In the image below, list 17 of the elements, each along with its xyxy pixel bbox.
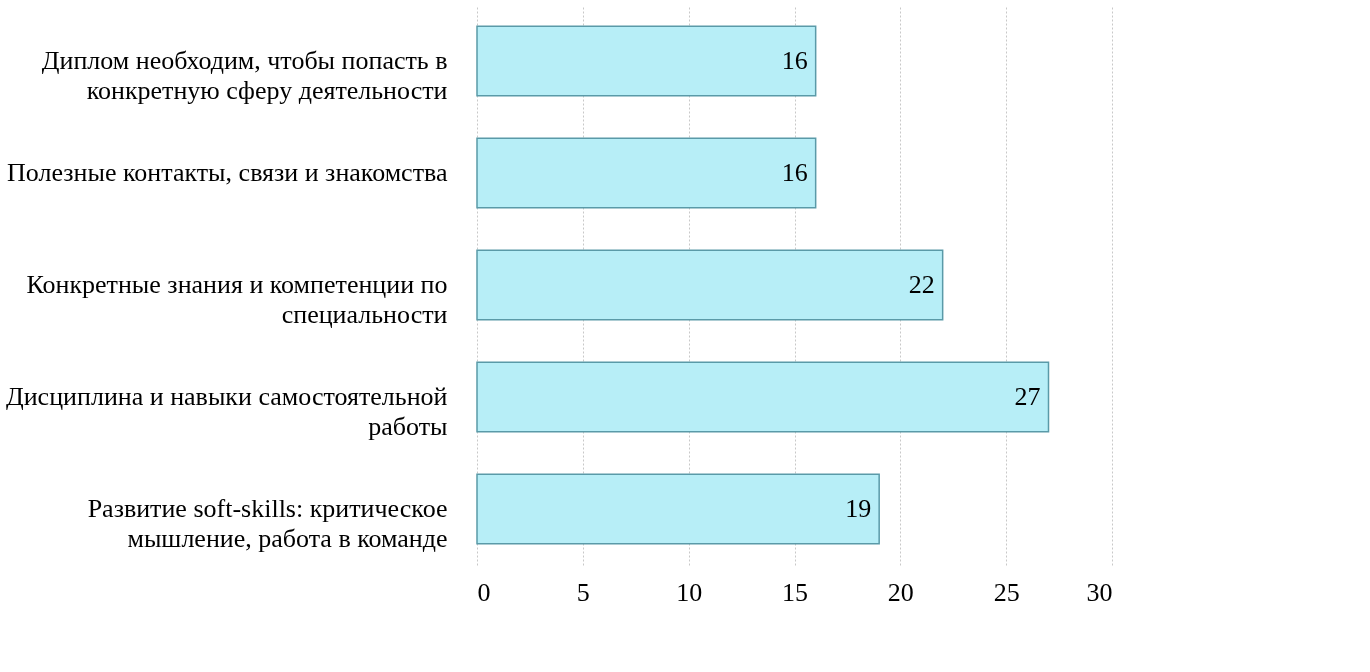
y-tick-label: Полезные контакты, связи и знакомства: [7, 158, 448, 187]
x-tick-label: 20: [887, 577, 914, 607]
x-tick-label: 0: [477, 577, 491, 607]
y-tick-label: Дисциплина и навыки самостоятельной работы: [5, 382, 448, 441]
data-label: 16: [781, 158, 808, 187]
x-tick-label: 5: [576, 577, 590, 607]
x-tick-label: 10: [676, 577, 703, 607]
data-label: 19: [845, 494, 872, 523]
y-tick-label: Развитие soft-skills: критическое мышление, работа в команде: [87, 494, 448, 553]
data-label: 27: [1014, 382, 1041, 411]
x-tick-label: 15: [782, 577, 808, 607]
data-label: 22: [908, 270, 935, 299]
x-tick-label: 25: [993, 577, 1020, 607]
y-tick-label: Диплом необходим, чтобы попасть в конкретную сферу деятельности: [41, 46, 448, 105]
y-tick-label: Конкретные знания и компетенции по специальности: [26, 270, 448, 329]
x-tick-label: 30: [1086, 577, 1113, 607]
data-label: 16: [781, 46, 808, 75]
